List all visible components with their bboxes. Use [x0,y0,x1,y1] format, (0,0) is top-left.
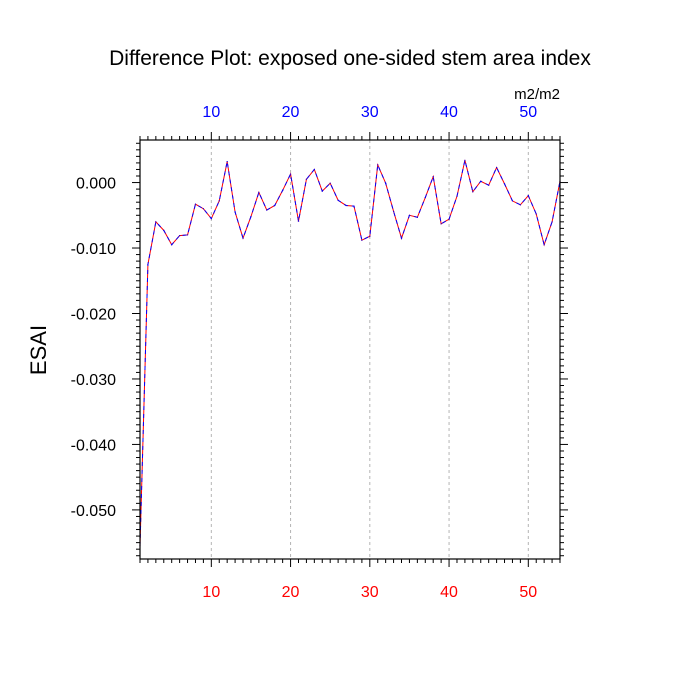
series-blue-point [353,205,355,207]
x-tick-label-bottom: 50 [519,584,537,601]
y-tick-label: -0.030 [71,372,116,389]
series-blue-point [448,218,450,220]
series-blue-point [337,199,339,201]
series-blue-point [369,235,371,237]
series-blue-point [519,204,521,206]
y-tick-label: -0.020 [71,306,116,323]
series-blue-point [202,208,204,210]
series-blue-line [139,160,561,546]
series-blue-point [186,234,189,236]
series-blue-point [361,239,363,241]
series-blue-point [266,209,268,211]
series-blue-point [329,182,331,184]
series-blue-point [480,180,482,182]
units-label: m2/m2 [514,86,560,103]
series-blue-point [432,176,434,178]
y-tick-label: -0.040 [71,437,116,454]
x-tick-label-top: 10 [202,104,220,121]
chart-title: Difference Plot: exposed one-sided stem … [109,47,591,70]
series-blue-point [147,263,149,265]
series-blue-point [282,189,284,192]
series-blue-point [488,184,490,186]
series-blue-point [313,168,315,171]
y-tick-label: -0.010 [71,241,116,258]
series-blue-point [274,204,276,207]
series-blue-point [171,244,173,246]
series-blue-point [400,237,403,239]
grid-lines [210,140,529,559]
series-blue-point [289,173,292,175]
series-blue-point [321,190,323,192]
series-blue-point [464,159,466,161]
series-blue-point [408,214,411,216]
series-blue-point [234,211,236,213]
series-blue-point [305,178,308,180]
series-blue-point [385,182,387,184]
series-blue-point [194,203,197,205]
series-blue-point [258,191,260,193]
series-blue-point [179,234,181,237]
tick-labels: 10 10 20 20 30 30 40 40 50 50 0.000 -0.010 -0.020 -0.… [71,104,538,601]
x-tick-label-top: 30 [361,104,379,121]
series-blue-point [456,195,458,197]
series-blue-point [226,161,228,163]
x-tick-label-bottom: 40 [440,584,458,601]
series-blue-point [503,183,506,185]
series-blue-point [210,217,212,220]
series-blue-point [535,213,537,215]
y-axis-label: ESAI [26,325,51,375]
series-blue-point [242,237,244,239]
series-blue-point [511,200,514,202]
series-blue-point [440,223,442,225]
series-blue-point [155,221,157,223]
series-blue-point [297,220,300,222]
series-blue-point [527,195,529,197]
x-tick-label-bottom: 30 [361,584,379,601]
series-blue-point [392,210,395,212]
y-tick-label: -0.050 [71,503,116,520]
plot-frame [139,139,561,560]
series-blue-point [416,216,418,218]
series-blue-point [472,191,474,193]
axis-ticks [132,132,568,567]
data-series [139,159,561,547]
x-tick-label-bottom: 10 [202,584,220,601]
series-blue-point [250,215,252,218]
series-blue-point [543,244,545,246]
series-blue-point [551,221,553,223]
x-tick-label-top: 20 [282,104,300,121]
x-tick-label-bottom: 20 [282,584,300,601]
series-blue-point [163,229,165,231]
y-tick-label: 0.000 [76,176,116,193]
x-tick-label-top: 40 [440,104,458,121]
series-blue-point [345,204,347,207]
x-tick-label-top: 50 [519,104,537,121]
series-blue-point [496,166,498,169]
series-blue-point [424,197,426,199]
series-blue-point [377,164,379,166]
series-red-line [139,160,561,546]
series-blue-point [218,200,220,202]
